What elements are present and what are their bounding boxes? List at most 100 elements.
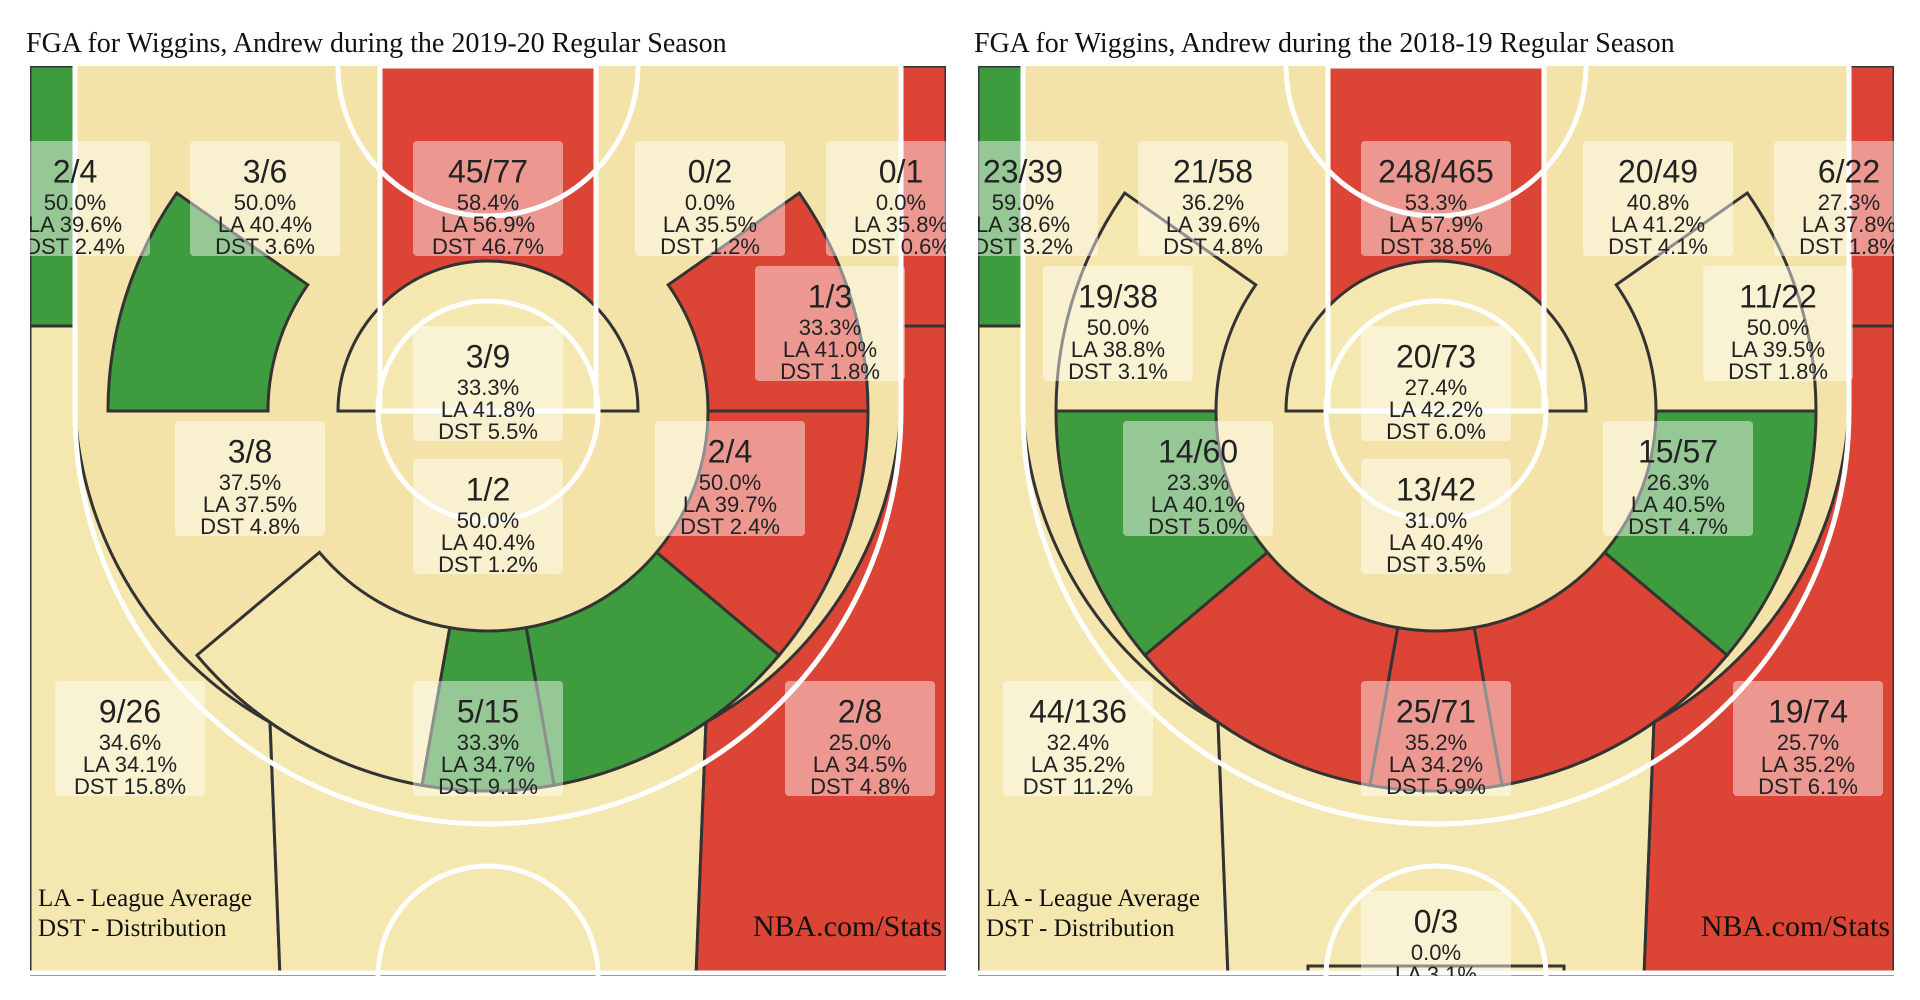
zone-league-average: LA 57.9% — [1389, 212, 1483, 237]
zone-fg-percent: 50.0% — [234, 190, 296, 215]
zone-league-average: LA 37.5% — [203, 492, 297, 517]
zone-made-attempts: 14/60 — [1158, 433, 1238, 469]
zone-label-paint-non-ra: 3/933.3%LA 41.8%DST 5.5% — [413, 326, 563, 444]
zone-league-average: LA 40.4% — [441, 530, 535, 555]
zone-made-attempts: 19/74 — [1768, 693, 1848, 729]
zone-league-average: LA 39.5% — [1731, 337, 1825, 362]
source-credit: NBA.com/Stats — [1701, 910, 1890, 943]
zone-made-attempts: 1/3 — [808, 278, 852, 314]
shot-chart-panel-2019-20: FGA for Wiggins, Andrew during the 2019-… — [26, 26, 946, 976]
zone-distribution: DST 6.1% — [1758, 774, 1858, 799]
court-lines — [30, 66, 946, 976]
zone-league-average: LA 34.2% — [1389, 752, 1483, 777]
zone-fg-percent: 32.4% — [1047, 730, 1109, 755]
free-throw-circle — [1323, 298, 1549, 524]
zone-fg-percent: 36.2% — [1182, 190, 1244, 215]
zone-fg-percent: 34.6% — [99, 730, 161, 755]
zone-made-attempts: 11/22 — [1739, 278, 1817, 314]
legend-entry: DST - Distribution — [38, 915, 227, 942]
zone-label-left-corner-3: 2/450.0%LA 39.6%DST 2.4% — [30, 141, 150, 259]
label-box — [1043, 266, 1193, 381]
zone-distribution: DST 38.5% — [1380, 234, 1492, 259]
zone-league-average: LA 39.6% — [30, 212, 122, 237]
zone-league-average: LA 41.0% — [783, 337, 877, 362]
zone-made-attempts: 13/42 — [1396, 471, 1476, 507]
zone-label-right-wing-mid: 2/450.0%LA 39.7%DST 2.4% — [655, 421, 805, 539]
center-circle — [375, 863, 601, 976]
label-box — [413, 326, 563, 441]
zone-distribution: DST 5.9% — [1386, 774, 1486, 799]
label-box — [1361, 459, 1511, 574]
zone-league-average: LA 38.6% — [978, 212, 1070, 237]
source-credit: NBA.com/Stats — [753, 910, 942, 943]
zone-made-attempts: 6/22 — [1818, 153, 1880, 189]
zone-fg-percent: 0.0% — [1411, 940, 1461, 965]
paint — [377, 66, 599, 414]
zone-made-attempts: 15/57 — [1638, 433, 1718, 469]
zone-label-right-corner-3: 0/10.0%LA 35.8%DST 0.6% — [826, 141, 946, 259]
zone-distribution: DST 11.2% — [1023, 774, 1133, 799]
chart-title: FGA for Wiggins, Andrew during the 2019-… — [26, 28, 727, 59]
zone-restricted-area — [1284, 259, 1588, 413]
zone-distribution: DST 3.1% — [1068, 359, 1168, 384]
zone-distribution: DST 4.8% — [1163, 234, 1263, 259]
zone-fg-percent: 50.0% — [1087, 315, 1149, 340]
zone-league-average: LA 35.2% — [1031, 752, 1125, 777]
zone-distribution: DST 3.2% — [978, 234, 1073, 259]
zone-league-average: LA 42.2% — [1389, 397, 1483, 422]
zone-fg-percent: 58.4% — [457, 190, 519, 215]
legend: LA - League Average DST - Distribution — [38, 885, 252, 942]
zone-made-attempts: 2/4 — [708, 433, 752, 469]
label-box — [190, 141, 340, 256]
label-box — [1583, 141, 1733, 256]
zone-league-average: LA 39.7% — [683, 492, 777, 517]
label-box — [1733, 681, 1883, 796]
zone-distribution: DST 2.4% — [30, 234, 125, 259]
paint — [1325, 66, 1547, 414]
court-lines — [978, 66, 1894, 976]
label-box — [1774, 141, 1894, 256]
label-box — [635, 141, 785, 256]
zone-league-average: LA 41.8% — [441, 397, 535, 422]
label-box — [1003, 681, 1153, 796]
zone-label-right-baseline-mid: 0/20.0%LA 35.5%DST 1.2% — [635, 141, 785, 259]
free-throw-circle — [375, 298, 601, 524]
zone-made-attempts: 3/6 — [243, 153, 287, 189]
zone-distribution: DST 4.8% — [200, 514, 300, 539]
three-point-line — [72, 66, 904, 827]
zone-made-attempts: 2/4 — [53, 153, 97, 189]
label-box — [1123, 421, 1273, 536]
label-box — [1603, 421, 1753, 536]
label-box — [785, 681, 935, 796]
zone-league-average: LA 40.4% — [218, 212, 312, 237]
zone-made-attempts: 44/136 — [1029, 693, 1127, 729]
zone-league-average: LA 34.7% — [441, 752, 535, 777]
zone-made-attempts: 20/49 — [1618, 153, 1698, 189]
zone-league-average: LA 34.5% — [813, 752, 907, 777]
zone-restricted-area — [336, 259, 640, 413]
zone-distribution: DST 1.2% — [438, 552, 538, 577]
label-box — [1361, 891, 1511, 976]
zone-made-attempts: 21/58 — [1173, 153, 1253, 189]
zone-made-attempts: 23/39 — [983, 153, 1063, 189]
zone-made-attempts: 3/8 — [228, 433, 272, 469]
zone-fg-percent: 53.3% — [1405, 190, 1467, 215]
label-box — [978, 141, 1098, 256]
shot-chart-panel-2018-19: FGA for Wiggins, Andrew during the 2018-… — [974, 26, 1894, 976]
zone-fg-percent: 25.0% — [829, 730, 891, 755]
zone-fg-percent: 35.2% — [1405, 730, 1467, 755]
zone-made-attempts: 19/38 — [1078, 278, 1158, 314]
label-box — [826, 141, 946, 256]
zone-distribution: DST 15.8% — [74, 774, 186, 799]
zone-distribution: DST 2.4% — [680, 514, 780, 539]
court-svg: 2/450.0%LA 39.6%DST 2.4%3/650.0%LA 40.4%… — [30, 66, 946, 976]
label-box — [1138, 141, 1288, 256]
zone-distribution: DST 5.0% — [1148, 514, 1248, 539]
